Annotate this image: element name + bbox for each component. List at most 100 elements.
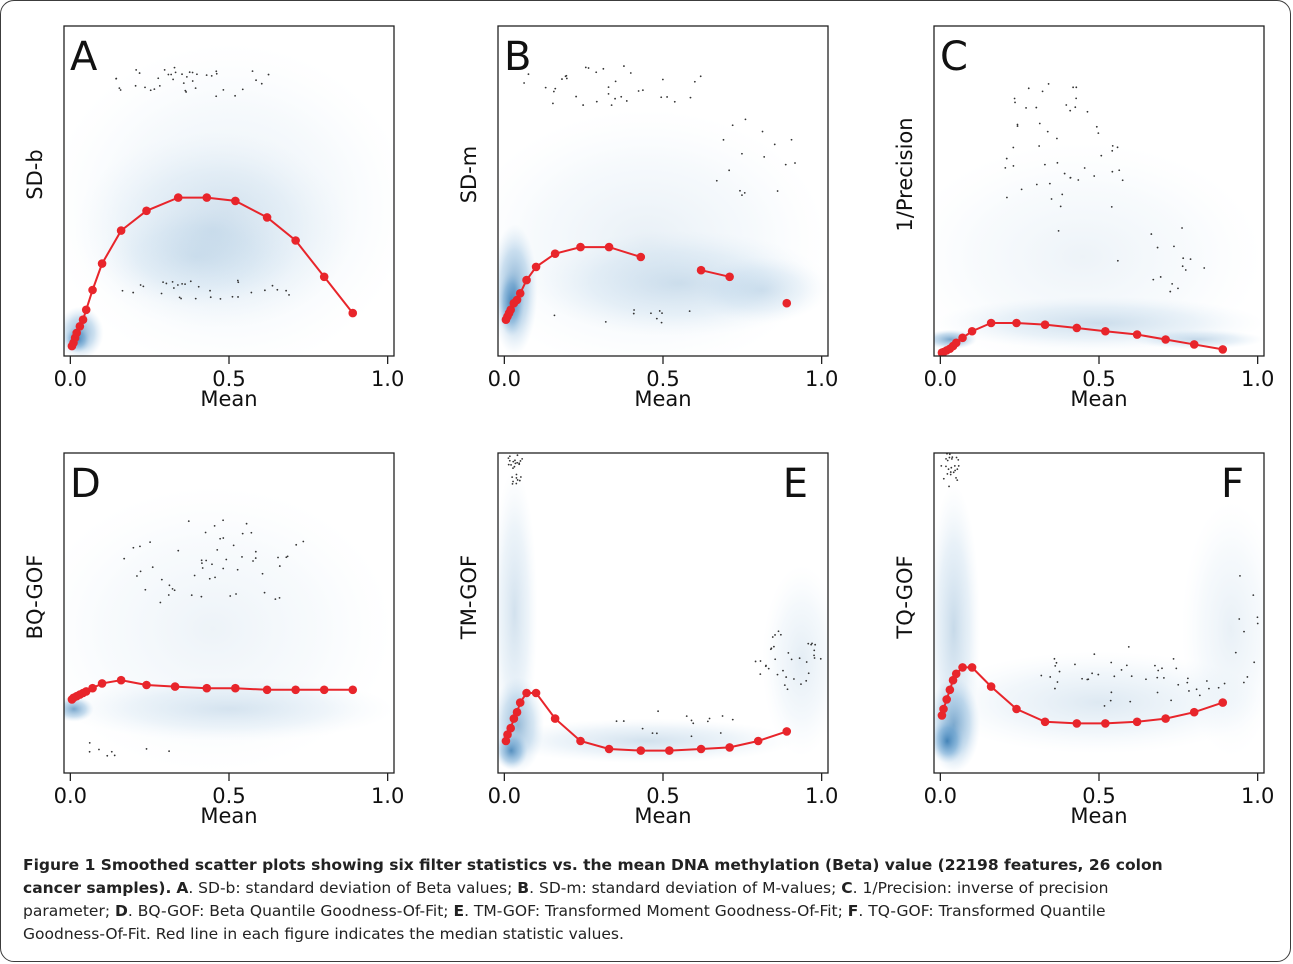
outlier-point xyxy=(160,292,163,295)
median-point xyxy=(531,688,541,698)
outlier-point xyxy=(144,588,147,591)
median-point xyxy=(1161,714,1170,723)
outlier-point xyxy=(168,584,171,587)
outlier-point xyxy=(511,476,514,478)
outlier-point xyxy=(188,71,191,74)
median-point xyxy=(696,265,706,275)
outlier-point xyxy=(1058,670,1061,673)
x-tick-label: 0.0 xyxy=(488,784,521,808)
outlier-point xyxy=(1156,691,1159,694)
outlier-point xyxy=(552,90,555,93)
outlier-point xyxy=(263,289,266,292)
caption-text-a: . SD-b: standard deviation of Beta value… xyxy=(188,879,518,897)
outlier-point xyxy=(661,78,664,81)
outlier-point xyxy=(151,566,154,569)
x-axis-label: Mean xyxy=(634,804,691,828)
outlier-point xyxy=(178,296,181,299)
outlier-point xyxy=(250,291,253,294)
outlier-point xyxy=(955,476,957,479)
median-point xyxy=(97,259,107,268)
outlier-point xyxy=(949,471,952,473)
median-line xyxy=(700,269,730,278)
outlier-point xyxy=(1152,278,1155,281)
outlier-point xyxy=(245,522,248,525)
outlier-point xyxy=(508,455,511,458)
outlier-point xyxy=(1081,677,1083,680)
outlier-point xyxy=(527,73,530,76)
outlier-point xyxy=(254,557,257,559)
median-point xyxy=(951,338,961,348)
outlier-point xyxy=(565,74,568,77)
outlier-point xyxy=(715,179,718,182)
outlier-point xyxy=(731,124,734,127)
outlier-point xyxy=(764,665,767,668)
y-axis-label: 1/Precision xyxy=(893,117,917,231)
density-cloud xyxy=(498,718,795,764)
outlier-point xyxy=(1111,144,1114,147)
outlier-point xyxy=(1046,130,1049,133)
outlier-point xyxy=(182,82,185,85)
outlier-point xyxy=(236,279,239,282)
outlier-point xyxy=(512,467,514,470)
outlier-point xyxy=(508,459,511,462)
outlier-point xyxy=(215,72,218,75)
outlier-point xyxy=(277,556,279,559)
outlier-point xyxy=(1110,661,1113,664)
outlier-point xyxy=(641,727,644,730)
outlier-point xyxy=(134,84,137,87)
outlier-point xyxy=(225,558,228,561)
outlier-point xyxy=(1243,630,1245,633)
outlier-point xyxy=(302,540,305,543)
outlier-point xyxy=(813,649,816,652)
outlier-point xyxy=(1016,123,1019,126)
outlier-point xyxy=(582,104,585,106)
median-point xyxy=(522,275,531,285)
outlier-point xyxy=(145,748,148,750)
outlier-point xyxy=(774,658,777,661)
outlier-point xyxy=(633,309,635,311)
outlier-point xyxy=(1074,663,1076,666)
outlier-point xyxy=(805,661,808,663)
outlier-point xyxy=(158,85,161,87)
median-point xyxy=(986,318,996,328)
outlier-point xyxy=(201,567,204,569)
outlier-point xyxy=(1208,687,1210,690)
outlier-point xyxy=(754,660,757,663)
median-point xyxy=(1012,704,1021,714)
median-point xyxy=(636,252,646,262)
outlier-point xyxy=(1120,669,1123,671)
outlier-point xyxy=(205,74,208,77)
density-cloud xyxy=(762,565,828,757)
outlier-point xyxy=(615,720,618,723)
outlier-point xyxy=(211,563,213,566)
outlier-point xyxy=(514,459,516,462)
outlier-point xyxy=(688,310,691,313)
outlier-point xyxy=(237,281,240,284)
outlier-point xyxy=(1184,269,1187,271)
panel-letter: E xyxy=(783,461,808,507)
outlier-point xyxy=(153,88,156,91)
outlier-point xyxy=(1056,161,1059,164)
outlier-point xyxy=(813,657,816,659)
outlier-point xyxy=(773,143,776,146)
outlier-point xyxy=(196,73,198,76)
outlier-point xyxy=(1205,680,1208,682)
outlier-point xyxy=(1157,669,1160,672)
outlier-point xyxy=(201,562,203,565)
outlier-point xyxy=(1127,646,1130,648)
median-point xyxy=(262,685,272,695)
outlier-point xyxy=(1159,276,1162,278)
outlier-point xyxy=(222,567,225,570)
outlier-point xyxy=(595,100,598,103)
outlier-point xyxy=(173,589,176,592)
outlier-point xyxy=(607,92,610,95)
outlier-point xyxy=(759,660,762,662)
outlier-point xyxy=(1186,681,1189,684)
median-point xyxy=(782,727,792,736)
outlier-point xyxy=(1025,107,1027,109)
outlier-point xyxy=(222,537,225,539)
outlier-point xyxy=(278,565,281,567)
median-point xyxy=(550,249,560,258)
median-point xyxy=(78,315,88,325)
